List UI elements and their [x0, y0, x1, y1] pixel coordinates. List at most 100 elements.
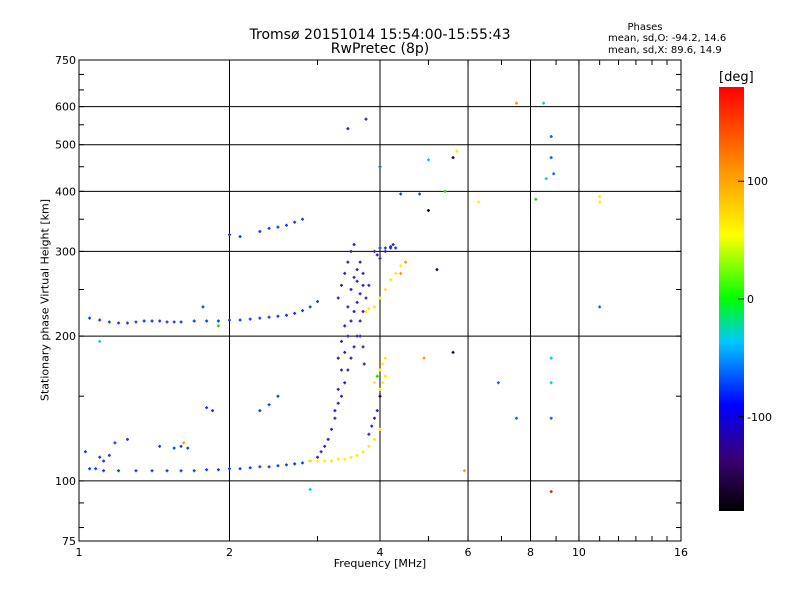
x-axis-label: Frequency [MHz]: [333, 557, 427, 570]
data-point: [216, 468, 220, 472]
data-point: [186, 446, 190, 450]
data-point: [455, 149, 459, 153]
y-tick-label: 300: [55, 245, 76, 258]
data-point: [323, 459, 327, 463]
data-point: [158, 319, 162, 323]
data-point: [378, 296, 382, 300]
data-point: [378, 165, 382, 169]
data-point: [373, 437, 377, 441]
chart-subtitle: RwPretec (8p): [330, 41, 430, 57]
colorbar-tick-label: -100: [747, 411, 772, 424]
data-point: [258, 465, 262, 469]
data-point: [336, 387, 340, 391]
data-point: [375, 374, 379, 378]
data-point: [179, 444, 183, 448]
data-point: [316, 459, 320, 463]
data-point: [134, 320, 138, 324]
data-point: [150, 319, 154, 323]
data-point: [373, 381, 377, 385]
y-axis-label: Stationary phase Virtual Height [km]: [38, 198, 52, 402]
data-point: [346, 127, 350, 131]
y-tick-label: 200: [55, 330, 76, 343]
data-point: [358, 292, 362, 296]
data-point: [293, 462, 297, 466]
data-point: [549, 156, 553, 160]
data-point: [339, 283, 343, 287]
colorbar-ticks: 100 0 -100: [738, 175, 772, 424]
data-point: [205, 319, 209, 323]
data-point: [552, 172, 556, 176]
data-point: [355, 279, 359, 283]
data-point: [381, 381, 385, 385]
data-point: [496, 381, 500, 385]
data-point: [343, 271, 347, 275]
data-point: [267, 226, 271, 230]
data-point: [125, 321, 129, 325]
data-point: [349, 249, 353, 253]
data-point: [389, 278, 393, 282]
data-point: [383, 287, 387, 291]
y-tick-label: 400: [55, 185, 76, 198]
data-point: [172, 446, 176, 450]
data-point: [102, 469, 106, 473]
data-point: [284, 463, 288, 467]
data-point: [238, 467, 242, 471]
data-point: [336, 457, 340, 461]
data-point: [549, 135, 553, 139]
y-tick-label: 75: [62, 535, 76, 548]
data-point: [378, 256, 382, 260]
data-point: [358, 319, 362, 323]
data-point: [88, 467, 92, 471]
data-point: [378, 394, 382, 398]
data-point: [383, 356, 387, 360]
data-point: [364, 117, 368, 121]
data-point: [336, 356, 340, 360]
data-point: [276, 464, 280, 468]
data-point: [394, 271, 398, 275]
data-point: [598, 195, 602, 199]
data-point: [205, 468, 209, 472]
data-point: [301, 309, 305, 313]
y-tick-label: 600: [55, 101, 76, 114]
data-point: [346, 368, 350, 372]
data-point: [534, 197, 538, 201]
data-point: [364, 296, 368, 300]
data-point: [248, 466, 252, 470]
data-point: [373, 249, 377, 253]
x-tick-label: 4: [377, 546, 384, 559]
data-point: [352, 243, 356, 247]
data-point: [381, 362, 385, 366]
data-point: [336, 401, 340, 405]
data-point: [367, 307, 371, 311]
data-point: [373, 416, 377, 420]
data-point: [391, 243, 395, 247]
data-point: [373, 305, 377, 309]
data-point: [378, 427, 382, 431]
data-point: [248, 317, 252, 321]
data-point: [451, 350, 455, 354]
data-point: [394, 246, 398, 250]
data-point: [383, 374, 387, 378]
colorbar-tick-label: 0: [747, 293, 754, 306]
data-point: [125, 437, 129, 441]
data-point: [165, 320, 169, 324]
data-point: [346, 334, 350, 338]
data-point: [349, 455, 353, 459]
data-point: [367, 432, 371, 436]
data-point: [355, 300, 359, 304]
data-point: [514, 416, 518, 420]
data-point: [370, 424, 374, 428]
data-point: [404, 260, 408, 264]
y-tick-label: 750: [55, 54, 76, 67]
data-point: [117, 321, 121, 325]
x-tick-label: 8: [527, 546, 534, 559]
data-point: [378, 246, 382, 250]
y-tick-label: 100: [55, 475, 76, 488]
data-point: [330, 459, 334, 463]
data-point: [355, 268, 359, 272]
data-point: [343, 350, 347, 354]
x-tick-label: 6: [465, 546, 472, 559]
data-point: [301, 461, 305, 465]
data-point: [276, 225, 280, 229]
